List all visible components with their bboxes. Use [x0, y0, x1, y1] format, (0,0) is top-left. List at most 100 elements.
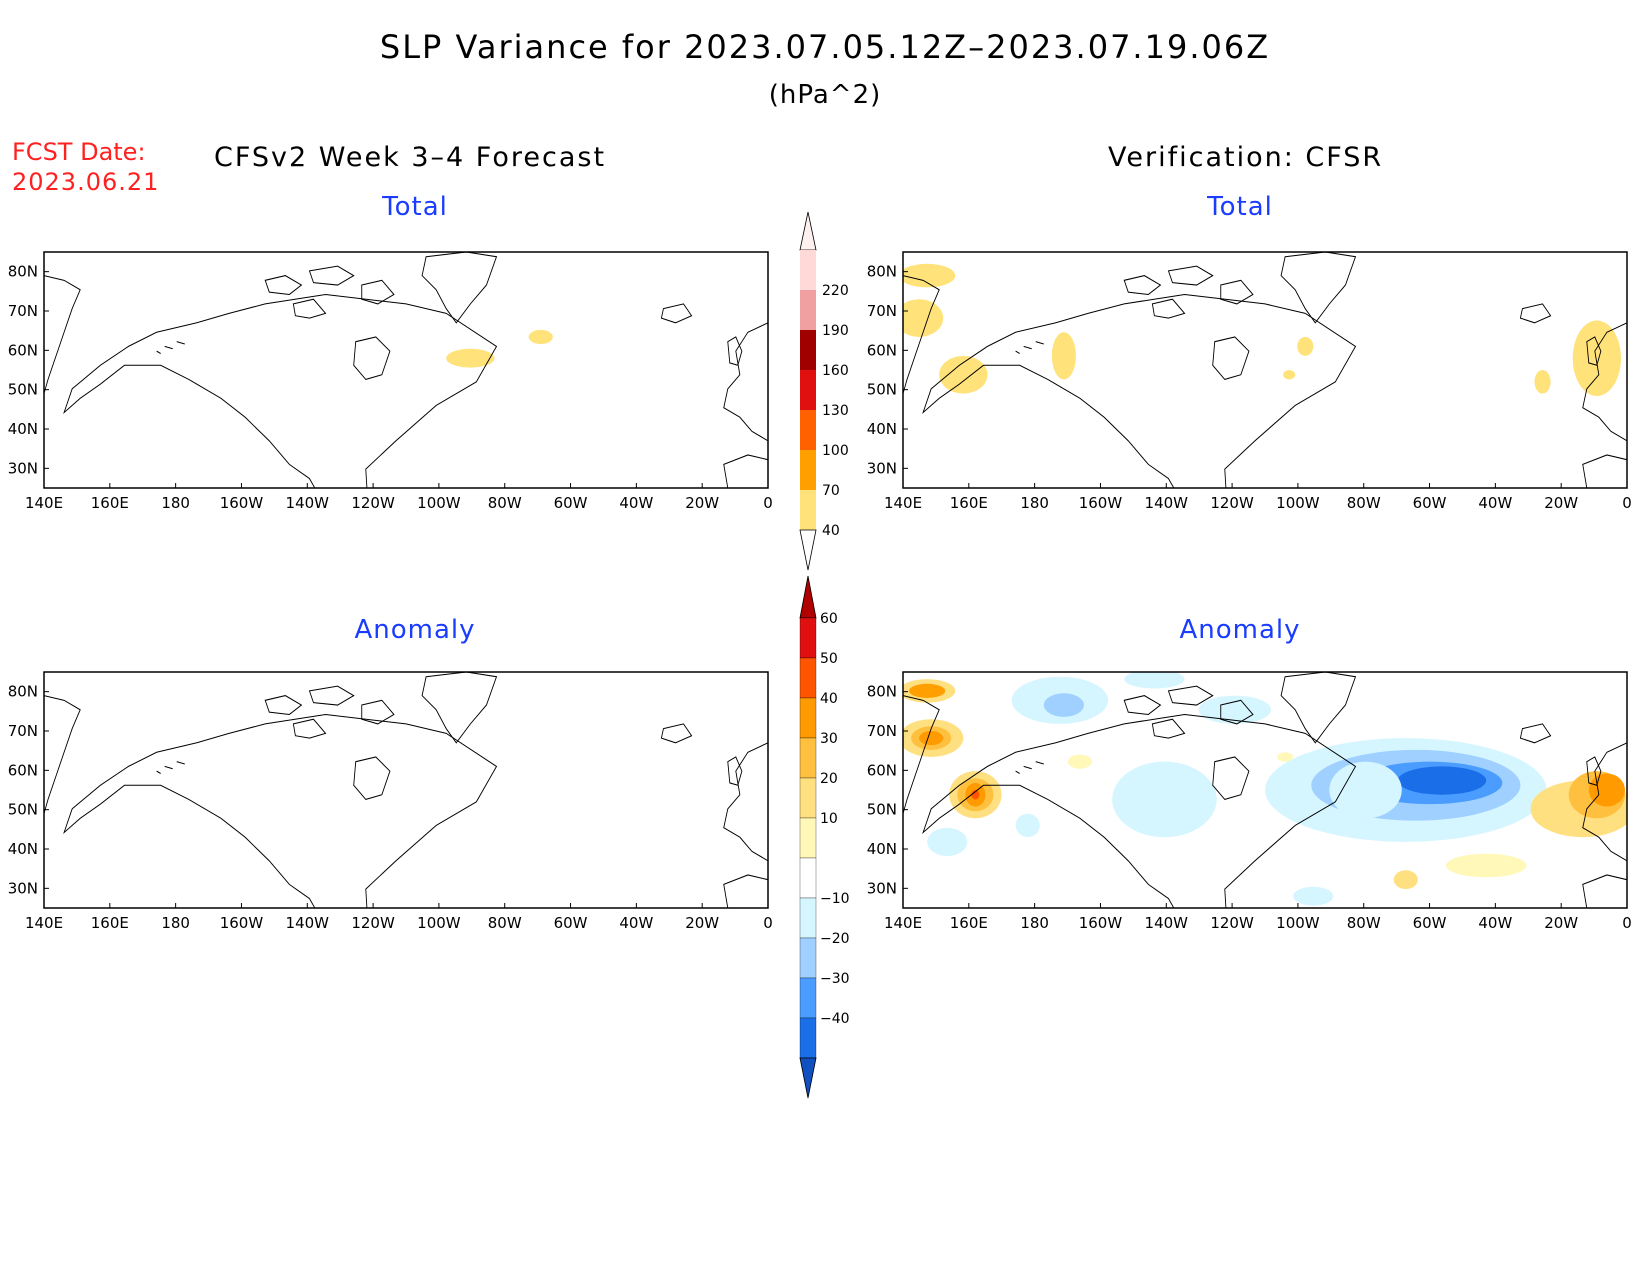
x-tick-label: 160E	[950, 914, 988, 932]
figure-title: SLP Variance for 2023.07.05.12Z–2023.07.…	[379, 28, 1271, 66]
map-panel-verification-total: 140E 160E 180 160W 140W 120W 100W 80W 60W 40W 20W 0…	[867, 251, 1632, 512]
field-contour	[903, 263, 956, 288]
colorbar-swatch	[799, 737, 817, 779]
x-tick-label: 20W	[685, 914, 719, 932]
colorbar-swatch	[799, 657, 817, 699]
x-tick-label: 40W	[619, 914, 653, 932]
field-contour	[1283, 370, 1296, 380]
x-tick-label: 180	[161, 914, 190, 932]
figure-units: (hPa^2)	[768, 80, 882, 110]
map-panel-forecast-total: 140E 160E 180 160W 140W 120W 100W 80W 60W 40W 20W 0…	[8, 251, 773, 512]
field-contour	[1446, 853, 1527, 878]
x-tick-label: 140W	[1145, 914, 1189, 932]
x-tick-label: 180	[1020, 494, 1049, 512]
colorbar-swatch	[800, 450, 816, 490]
field-contour	[927, 827, 968, 857]
x-tick-label: 80W	[1347, 914, 1381, 932]
field-contour	[1534, 370, 1551, 394]
field-contour	[1297, 336, 1314, 356]
y-tick-label: 70N	[8, 722, 38, 740]
x-tick-label: 0	[763, 914, 773, 932]
fcst-date-label: FCST Date:	[12, 138, 146, 166]
colorbar-level-label: −40	[820, 1011, 850, 1027]
panel-title-forecast-anomaly: Anomaly	[354, 615, 476, 645]
map-background	[44, 672, 768, 908]
field-contour	[1051, 332, 1076, 380]
x-tick-label: 100W	[417, 914, 461, 932]
field-contour	[1293, 886, 1334, 906]
field-contour	[903, 299, 944, 337]
colorbar-top-arrow	[799, 211, 817, 251]
x-tick-label: 60W	[554, 914, 588, 932]
colorbar-level-label: 40	[822, 523, 840, 539]
y-tick-label: 80N	[8, 263, 38, 281]
map-frame	[43, 671, 769, 909]
x-tick-label: 180	[1020, 914, 1049, 932]
x-tick-label: 140E	[25, 914, 63, 932]
colorbar-swatch	[800, 490, 816, 530]
field-contour	[528, 329, 553, 345]
panel-title-verification-total: Total	[1207, 192, 1273, 222]
x-tick-label: 60W	[1413, 494, 1447, 512]
colorbar-level-label: 220	[822, 283, 849, 299]
colorbar-level-label: −20	[820, 931, 850, 947]
x-tick-label: 80W	[488, 494, 522, 512]
x-tick-label: 40W	[1478, 914, 1512, 932]
x-tick-label: 0	[1622, 914, 1632, 932]
colorbar-swatch	[799, 977, 817, 1019]
colorbar-swatch	[799, 897, 817, 939]
x-tick-label: 20W	[685, 494, 719, 512]
x-tick-label: 180	[161, 494, 190, 512]
field-contour	[1198, 695, 1272, 724]
map-frame	[902, 251, 1628, 489]
x-tick-label: 160W	[1079, 494, 1123, 512]
colorbar-level-label: 50	[820, 651, 838, 667]
x-tick-label: 160E	[950, 494, 988, 512]
x-tick-label: 0	[763, 494, 773, 512]
colorbar-level-label: 10	[820, 811, 838, 827]
x-tick-label: 100W	[1276, 494, 1320, 512]
y-tick-label: 60N	[8, 761, 38, 779]
fcst-date-value: 2023.06.21	[12, 168, 160, 196]
colorbar-swatch	[800, 410, 816, 450]
map-background	[44, 252, 768, 488]
colorbar-swatch	[799, 857, 817, 899]
shaded-field	[903, 672, 1627, 906]
x-tick-label: 120W	[351, 494, 395, 512]
y-tick-label: 60N	[8, 341, 38, 359]
map-panel-forecast-anomaly: 140E 160E 180 160W 140W 120W 100W 80W 60W 40W 20W 0…	[8, 671, 773, 932]
y-tick-label: 80N	[867, 263, 897, 281]
colorbar-level-label: 60	[820, 611, 838, 627]
colorbar-swatch	[799, 617, 817, 659]
x-tick-label: 160E	[91, 914, 129, 932]
map-panel-verification-anomaly: 140E 160E 180 160W 140W 120W 100W 80W 60W 40W 20W 0…	[867, 671, 1632, 932]
shaded-field	[446, 329, 553, 368]
x-tick-label: 120W	[351, 914, 395, 932]
y-tick-label: 70N	[867, 302, 897, 320]
x-tick-label: 60W	[1413, 914, 1447, 932]
colorbar-swatch	[799, 697, 817, 739]
y-tick-label: 50N	[8, 381, 38, 399]
colorbar-top-arrow	[799, 575, 817, 619]
colorbar-bottom-arrow	[799, 529, 817, 571]
field-contour	[939, 355, 988, 394]
map-background	[903, 252, 1627, 488]
colorbar-swatch	[800, 250, 816, 290]
y-tick-label: 40N	[867, 420, 897, 438]
field-contour	[1015, 813, 1040, 838]
x-tick-label: 40W	[1478, 494, 1512, 512]
y-tick-label: 50N	[8, 801, 38, 819]
x-tick-label: 140E	[884, 914, 922, 932]
x-tick-label: 20W	[1544, 914, 1578, 932]
colorbar-total: 40 70 100 130 160 190 220	[799, 211, 849, 571]
x-tick-label: 80W	[1347, 494, 1381, 512]
panel-title-forecast-total: Total	[382, 192, 448, 222]
colorbar-level-label: 130	[822, 403, 849, 419]
x-tick-label: 120W	[1210, 914, 1254, 932]
colorbar-level-label: 70	[822, 483, 840, 499]
colorbar-level-label: −10	[820, 891, 850, 907]
y-tick-label: 40N	[8, 840, 38, 858]
colorbar-swatch	[800, 330, 816, 370]
y-tick-label: 60N	[867, 341, 897, 359]
y-tick-label: 70N	[867, 722, 897, 740]
